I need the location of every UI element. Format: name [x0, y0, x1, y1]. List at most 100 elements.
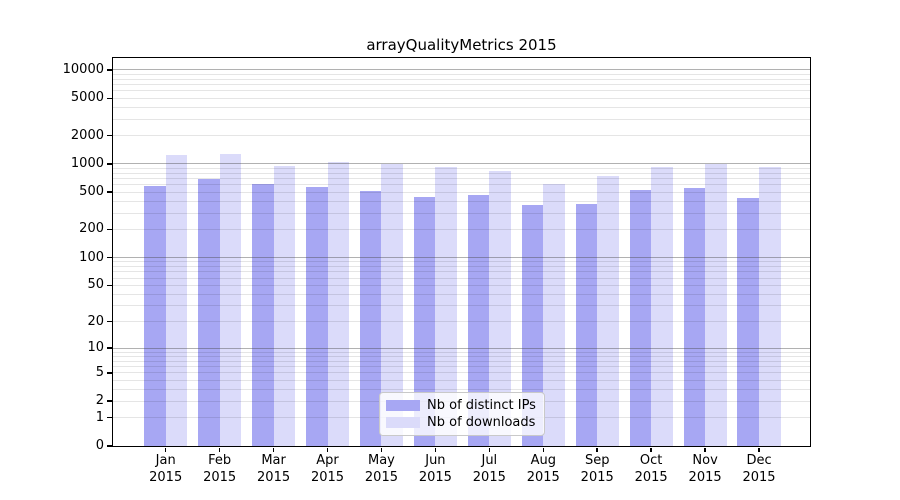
gridline-minor [113, 284, 810, 286]
y-tick-mark [107, 256, 112, 259]
gridline-minor [113, 321, 810, 323]
y-tick-label: 0 [95, 438, 104, 453]
x-tick-month: Nov [692, 453, 718, 468]
bar-downloads-dec [759, 166, 781, 446]
x-tick-month: Dec [746, 453, 772, 468]
x-tick-label: Nov 2015 [675, 452, 735, 486]
x-tick-label: Oct 2015 [621, 452, 681, 486]
y-tick-mark [107, 97, 112, 100]
gridline-minor [113, 305, 810, 307]
x-tick-year: 2015 [634, 470, 668, 485]
y-tick-mark [107, 416, 112, 419]
gridline-major [113, 347, 810, 349]
x-tick-mark [326, 447, 329, 452]
bar-distinct-ips-jul [467, 195, 490, 446]
gridline-minor [113, 261, 810, 263]
x-tick-label: Feb 2015 [190, 452, 250, 486]
x-tick-year: 2015 [688, 470, 722, 485]
gridline-minor [113, 388, 810, 390]
x-tick-mark [704, 447, 706, 452]
bar-downloads-oct [651, 166, 673, 446]
x-tick-month: Sep [584, 453, 610, 468]
gridline-minor [113, 212, 810, 214]
gridline-minor [113, 167, 810, 169]
y-tick-label: 5 [95, 364, 104, 380]
bar-distinct-ips-jan [144, 185, 166, 446]
y-tick-label: 100 [79, 249, 104, 265]
x-tick-mark [380, 447, 383, 452]
bar-distinct-ips-sep [575, 204, 598, 446]
bars-layer [113, 58, 810, 446]
x-tick-month: Aug [530, 453, 556, 468]
bar-distinct-ips-jun [413, 196, 436, 446]
bar-downloads-jan [165, 154, 188, 446]
bar-distinct-ips-nov [683, 188, 706, 446]
bar-distinct-ips-may [359, 191, 382, 446]
y-tick-label: 2 [95, 393, 104, 409]
gridline-minor [113, 366, 810, 368]
bar-downloads-jun [435, 166, 457, 446]
x-tick-year: 2015 [149, 470, 183, 485]
bar-distinct-ips-aug [521, 205, 544, 446]
gridline-minor [113, 355, 810, 357]
gridline-minor [113, 106, 810, 108]
gridline-minor [113, 178, 810, 179]
gridline-minor [113, 266, 810, 268]
legend-item-distinct-ips: Nb of distinct IPs [386, 398, 538, 413]
x-tick-year: 2015 [203, 470, 237, 485]
y-tick-mark [107, 372, 112, 374]
x-tick-year: 2015 [580, 470, 614, 485]
y-tick-mark [107, 163, 112, 165]
legend-swatch-downloads [386, 417, 420, 428]
x-tick-month: May [368, 453, 395, 468]
legend-item-downloads: Nb of downloads [386, 415, 538, 430]
gridline-minor [113, 277, 810, 279]
x-tick-mark [758, 447, 760, 452]
x-tick-mark [488, 447, 491, 452]
y-tick-mark [107, 69, 112, 71]
x-tick-mark [164, 447, 167, 452]
legend-label-downloads: Nb of downloads [427, 415, 536, 430]
x-tick-year: 2015 [472, 470, 506, 485]
gridline-minor [113, 90, 810, 92]
gridline-minor [113, 228, 810, 230]
bar-distinct-ips-apr [305, 186, 328, 446]
y-tick-mark [107, 284, 112, 287]
y-tick-label: 5000 [70, 90, 104, 106]
x-tick-month: Mar [261, 453, 286, 468]
x-tick-label: Mar 2015 [244, 452, 304, 486]
x-tick-month: Apr [316, 453, 339, 468]
x-tick-month: Jan [155, 453, 176, 468]
y-tick-label: 1 [95, 409, 104, 425]
gridline-minor [113, 78, 810, 80]
bar-distinct-ips-feb [198, 179, 220, 446]
plot-area [112, 57, 811, 447]
gridline-minor [113, 73, 810, 75]
y-tick-mark [107, 134, 112, 137]
x-tick-label: Aug 2015 [513, 452, 573, 486]
gridline-minor [113, 172, 810, 174]
y-tick-mark [107, 445, 112, 447]
gridline-major [113, 69, 810, 71]
x-tick-month: Oct [639, 453, 663, 468]
gridline-minor [113, 118, 810, 120]
gridline-minor [113, 271, 810, 273]
gridline-major [113, 163, 810, 165]
x-tick-year: 2015 [257, 470, 291, 485]
y-tick-label: 20 [87, 313, 104, 329]
x-tick-label: Jul 2015 [459, 452, 519, 486]
bar-downloads-sep [597, 175, 619, 446]
x-tick-year: 2015 [526, 470, 560, 485]
legend: Nb of distinct IPs Nb of downloads [379, 392, 545, 436]
bar-distinct-ips-oct [629, 190, 652, 446]
bar-downloads-feb [219, 153, 242, 446]
y-tick-mark [107, 400, 112, 402]
bar-distinct-ips-mar [251, 184, 274, 446]
bar-downloads-nov [705, 163, 727, 446]
x-tick-month: Jul [481, 453, 498, 468]
x-tick-month: Jun [425, 453, 446, 468]
gridline-minor [113, 84, 810, 86]
bar-downloads-jul [489, 170, 511, 446]
y-tick-label: 2000 [70, 127, 104, 143]
